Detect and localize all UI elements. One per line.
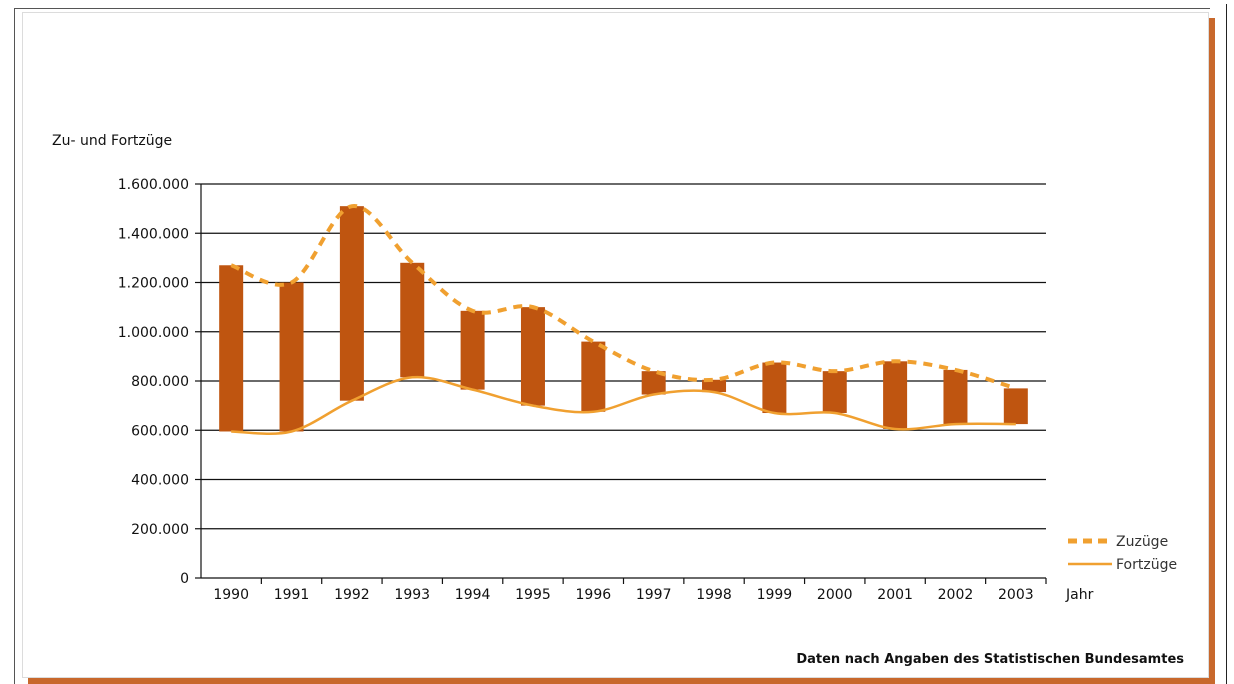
x-tick-label: 1996 <box>576 587 612 603</box>
x-tick-label: 1991 <box>274 587 310 603</box>
source-note: Daten nach Angaben des Statistischen Bun… <box>796 652 1184 667</box>
legend-label-zuzuege: Zuzüge <box>1116 534 1168 550</box>
y-tick-label: 1.600.000 <box>118 177 189 193</box>
x-tick-label: 1993 <box>394 587 430 603</box>
x-tick-label: 2003 <box>998 587 1034 603</box>
y-tick-label: 1.000.000 <box>118 325 189 341</box>
y-tick-label: 400.000 <box>131 473 189 489</box>
x-tick-label: 2000 <box>817 587 853 603</box>
bar-1997 <box>641 371 666 395</box>
bar-2002 <box>943 369 968 425</box>
bar-1993 <box>400 262 425 378</box>
y-tick-label: 800.000 <box>131 374 189 390</box>
y-tick-label: 600.000 <box>131 423 189 439</box>
y-tick-label: 0 <box>180 571 189 587</box>
bar-1995 <box>520 307 545 406</box>
y-tick-label: 200.000 <box>131 522 189 538</box>
legend-label-fortzuege: Fortzüge <box>1116 557 1177 573</box>
x-tick-label: 1995 <box>515 587 551 603</box>
bar-1999 <box>762 362 787 414</box>
bar-1998 <box>702 379 727 393</box>
bar-1994 <box>460 310 485 390</box>
frame-right-rule <box>1226 4 1227 684</box>
x-axis-title: Jahr <box>1065 587 1094 603</box>
frame-left-rule <box>14 8 15 684</box>
bar-1990 <box>219 265 244 432</box>
x-tick-label: 1992 <box>334 587 370 603</box>
x-tick-label: 1994 <box>455 587 491 603</box>
bar-1991 <box>279 282 304 432</box>
x-tick-label: 2002 <box>938 587 974 603</box>
y-tick-label: 1.200.000 <box>118 276 189 292</box>
y-tick-label: 1.400.000 <box>118 226 189 242</box>
bar-2000 <box>822 371 847 414</box>
bar-2001 <box>883 361 908 430</box>
x-tick-label: 1999 <box>757 587 793 603</box>
y-axis-title: Zu- und Fortzüge <box>52 133 172 149</box>
bar-1992 <box>339 206 364 401</box>
series-line-zuzuege <box>230 204 1017 391</box>
x-tick-label: 1997 <box>636 587 672 603</box>
x-tick-label: 1990 <box>213 587 249 603</box>
series-line-fortzuege <box>231 375 1016 435</box>
frame-top-rule <box>14 8 1210 9</box>
bar-1996 <box>581 341 606 412</box>
x-tick-label: 1998 <box>696 587 732 603</box>
x-tick-label: 2001 <box>877 587 913 603</box>
bar-2003 <box>1003 388 1028 425</box>
